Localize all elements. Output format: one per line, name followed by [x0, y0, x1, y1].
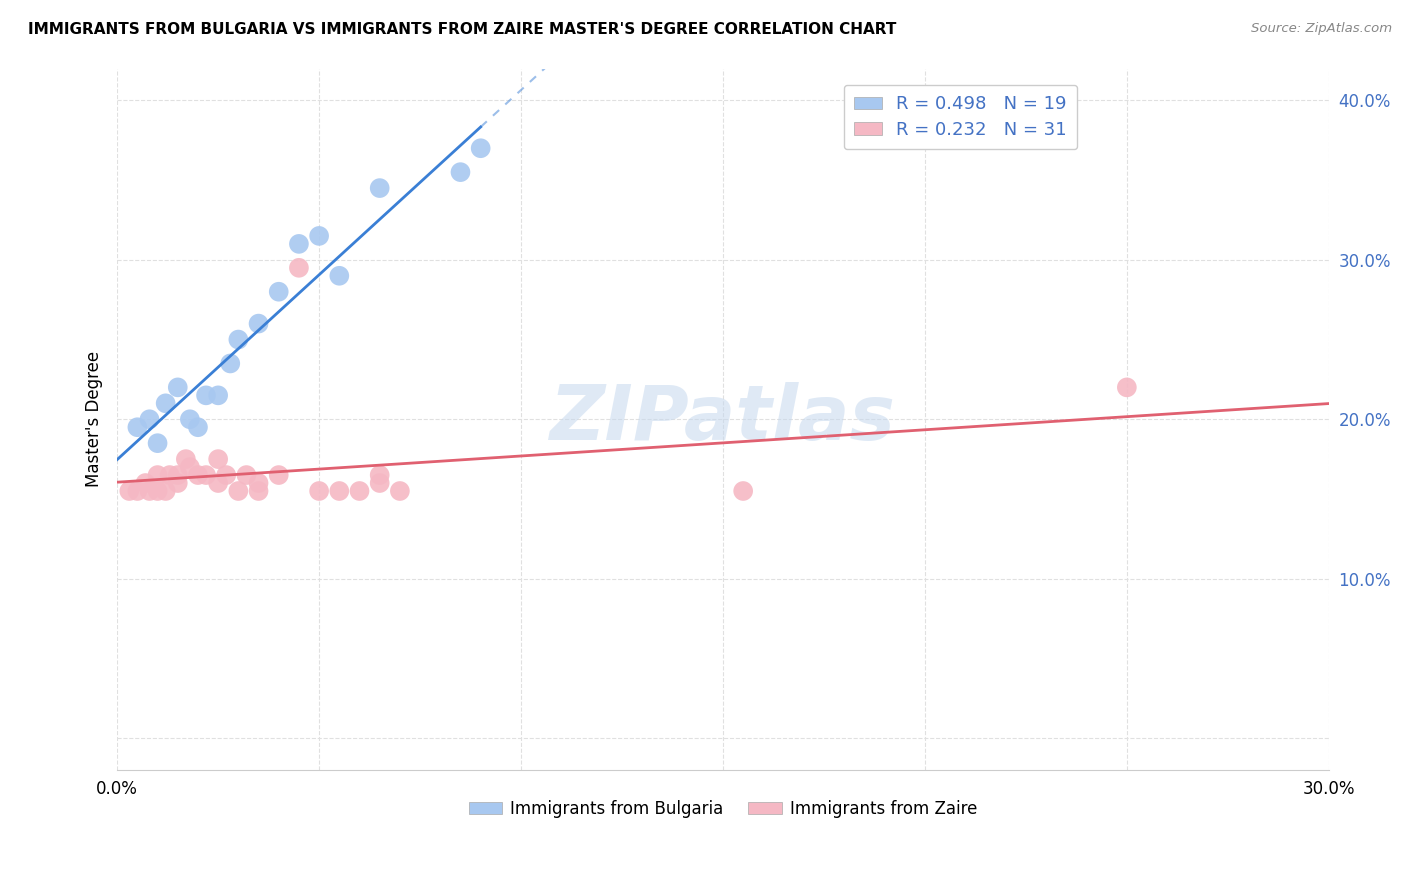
Point: [179, 460, 201, 475]
Point: [308, 483, 330, 498]
Point: [138, 483, 160, 498]
Point: [267, 285, 290, 299]
Point: [127, 420, 149, 434]
Point: [174, 452, 197, 467]
Point: [138, 412, 160, 426]
Point: [146, 436, 169, 450]
Point: [155, 483, 177, 498]
Point: [470, 141, 492, 155]
Point: [187, 420, 209, 434]
Point: [368, 181, 391, 195]
Point: [267, 468, 290, 483]
Point: [166, 468, 188, 483]
Point: [166, 380, 188, 394]
Legend: Immigrants from Bulgaria, Immigrants from Zaire: Immigrants from Bulgaria, Immigrants fro…: [461, 794, 984, 825]
Point: [288, 260, 311, 275]
Point: [1115, 380, 1137, 394]
Point: [207, 476, 229, 491]
Point: [118, 483, 141, 498]
Point: [328, 483, 350, 498]
Text: IMMIGRANTS FROM BULGARIA VS IMMIGRANTS FROM ZAIRE MASTER'S DEGREE CORRELATION CH: IMMIGRANTS FROM BULGARIA VS IMMIGRANTS F…: [28, 22, 897, 37]
Text: Source: ZipAtlas.com: Source: ZipAtlas.com: [1251, 22, 1392, 36]
Point: [235, 468, 257, 483]
Point: [247, 483, 270, 498]
Point: [308, 228, 330, 243]
Point: [388, 483, 411, 498]
Point: [368, 476, 391, 491]
Text: ZIPatlas: ZIPatlas: [550, 383, 896, 457]
Point: [159, 468, 181, 483]
Point: [195, 388, 218, 402]
Point: [368, 468, 391, 483]
Point: [228, 483, 250, 498]
Point: [733, 483, 755, 498]
Point: [349, 483, 371, 498]
Y-axis label: Master's Degree: Master's Degree: [86, 351, 103, 487]
Point: [187, 468, 209, 483]
Point: [207, 388, 229, 402]
Point: [247, 476, 270, 491]
Point: [207, 452, 229, 467]
Point: [179, 412, 201, 426]
Point: [195, 468, 218, 483]
Point: [247, 317, 270, 331]
Point: [219, 356, 242, 370]
Point: [215, 468, 238, 483]
Point: [288, 236, 311, 251]
Point: [146, 468, 169, 483]
Point: [127, 483, 149, 498]
Point: [146, 483, 169, 498]
Point: [328, 268, 350, 283]
Point: [155, 396, 177, 410]
Point: [228, 333, 250, 347]
Point: [134, 476, 156, 491]
Point: [166, 476, 188, 491]
Point: [450, 165, 472, 179]
